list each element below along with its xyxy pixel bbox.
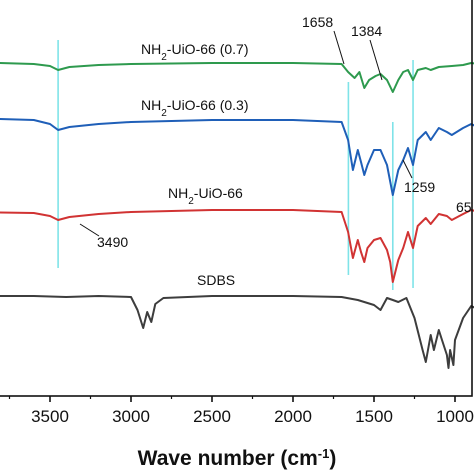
series-label-sdbs: SDBS	[197, 272, 235, 288]
annotation-1658: 1658	[302, 14, 333, 30]
reference-lines	[57, 40, 414, 290]
x-tick-label: 2000	[274, 407, 312, 426]
spectrum-line	[0, 295, 474, 369]
annotation-3490: 3490	[97, 234, 128, 250]
annotation-1658-leader	[333, 30, 345, 65]
x-axis-ticks: 3500 3000 2500 2000 1500 1000	[8, 396, 474, 426]
annotation-1259: 1259	[404, 179, 435, 195]
x-tick-label: 2500	[193, 407, 231, 426]
spectrum-line	[0, 61, 474, 93]
annotation-1384-leader	[369, 39, 383, 81]
x-tick-label: 1500	[355, 407, 393, 426]
series-label-nh2-uio-66: NH2-UiO-66	[168, 185, 243, 207]
annotation-1259-leader	[402, 159, 413, 179]
plot-frame	[0, 0, 473, 397]
series-label-nh2-uio-66-0.7: NH2-UiO-66 (0.7)	[141, 41, 248, 63]
spectrum-line	[0, 117, 474, 196]
annotation-3490-leader	[79, 223, 100, 237]
annotation-1384: 1384	[351, 23, 382, 39]
spectrum-line	[0, 209, 474, 283]
x-tick-label: 1000	[436, 407, 474, 426]
annotation-65: 65	[456, 199, 472, 215]
x-axis-label: Wave number (cm-1)	[138, 446, 337, 471]
x-tick-label: 3000	[112, 407, 150, 426]
series-label-nh2-uio-66-0.3: NH2-UiO-66 (0.3)	[141, 97, 248, 119]
spectra-lines	[0, 61, 474, 369]
x-tick-label: 3500	[31, 407, 69, 426]
